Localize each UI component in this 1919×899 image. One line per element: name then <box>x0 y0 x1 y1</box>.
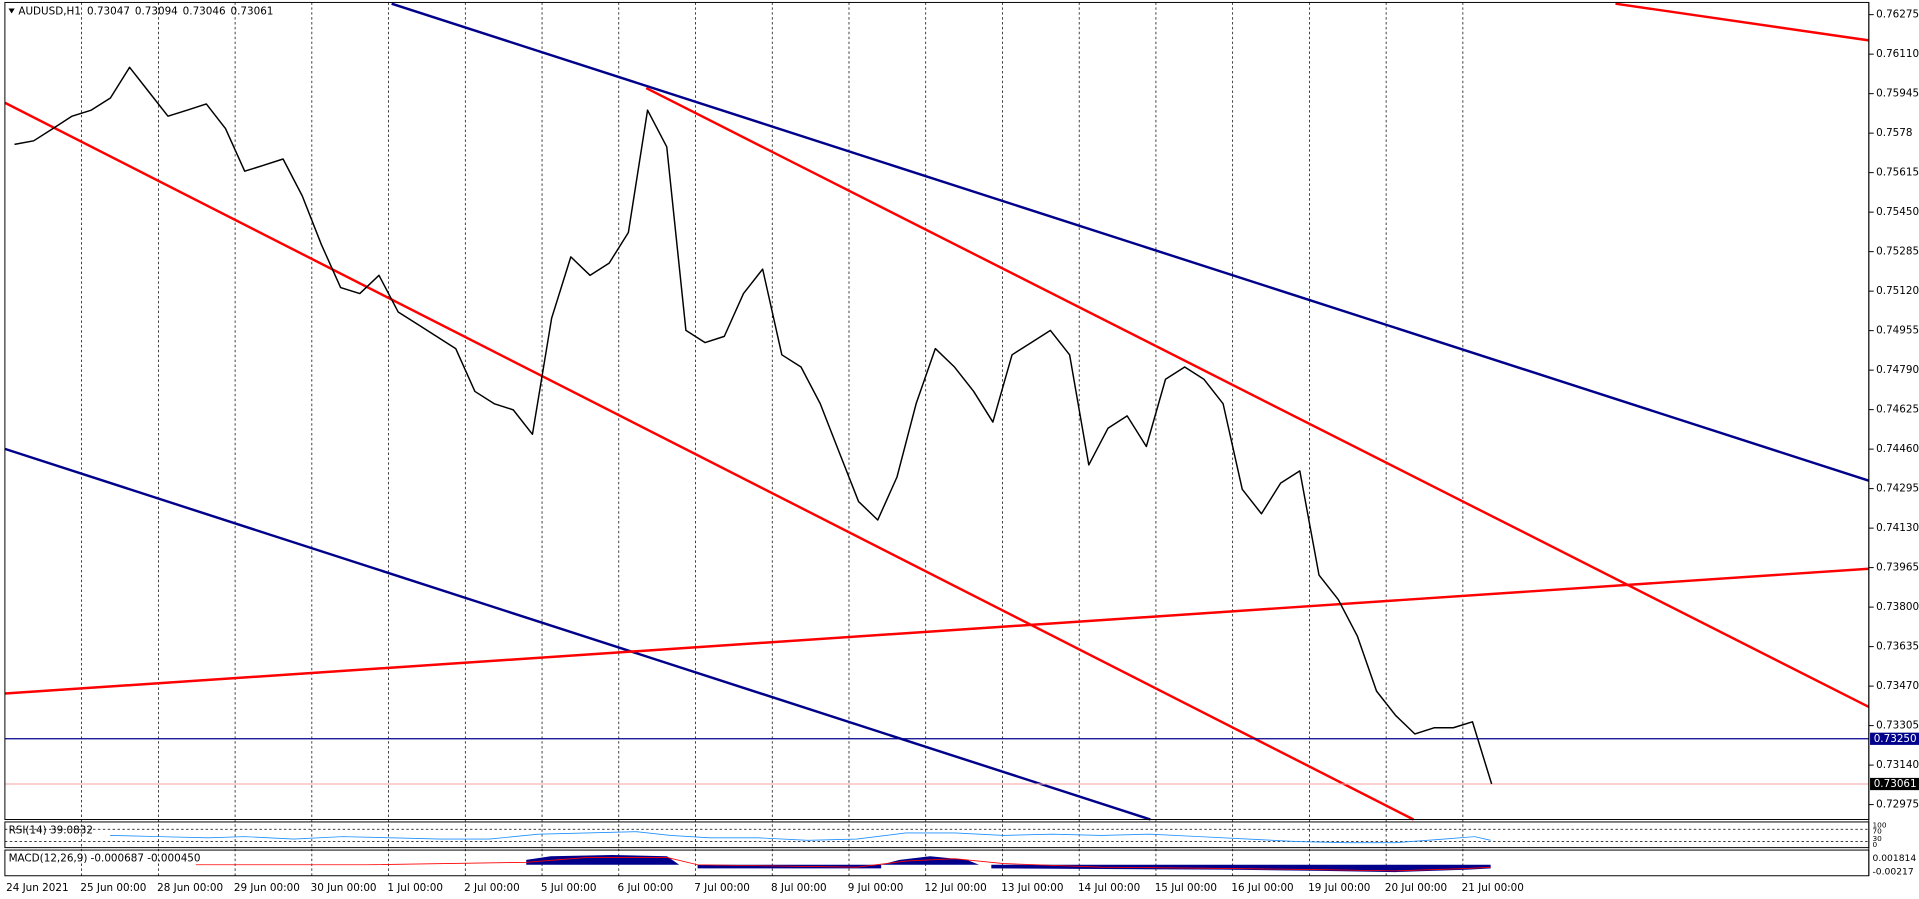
header-value: 0.73094 <box>135 6 178 18</box>
y-tick-label: 0.75945 <box>1876 88 1919 100</box>
x-tick-label: 24 Jun 2021 <box>6 882 68 894</box>
marks <box>4 66 1869 785</box>
rsi-tick: 0 <box>1872 840 1877 849</box>
x-tick-label: 29 Jun 00:00 <box>234 882 300 894</box>
y-tick-label: 0.7578 <box>1876 127 1912 139</box>
x-tick-label: 25 Jun 00:00 <box>80 882 146 894</box>
x-tick-label: 8 Jul 00:00 <box>771 882 827 894</box>
y-tick-label: 0.73965 <box>1876 562 1919 574</box>
x-tick-label: 20 Jul 00:00 <box>1385 882 1447 894</box>
rsi-line <box>110 831 1491 844</box>
y-tick-label: 0.74130 <box>1876 522 1919 534</box>
rsi-tick: 30 <box>1872 834 1882 843</box>
chart-title: AUDUSD,H1 <box>18 6 81 18</box>
y-tick-label: 0.73635 <box>1876 641 1919 653</box>
price-label-box <box>1870 732 1919 745</box>
x-tick-label: 12 Jul 00:00 <box>924 882 986 894</box>
trend-line <box>4 447 1151 821</box>
header-value: 0.73061 <box>231 6 274 18</box>
y-tick-label: 0.72975 <box>1876 799 1919 811</box>
x-tick-label: 14 Jul 00:00 <box>1078 882 1140 894</box>
y-tick-label: 0.75615 <box>1876 167 1919 179</box>
header-values: 0.73047 0.73094 0.73046 0.73061 <box>87 6 273 18</box>
y-tick-label: 0.73800 <box>1876 601 1919 613</box>
macd-label: MACD(12,26,9) -0.000687 -0.000450 <box>9 853 201 865</box>
y-tick-label: 0.76275 <box>1876 9 1919 21</box>
x-tick-label: 2 Jul 00:00 <box>464 882 520 894</box>
trend-line <box>645 86 1870 709</box>
y-tick-label: 0.74460 <box>1876 443 1919 455</box>
trend-line <box>4 101 1415 821</box>
x-tick-label: 28 Jun 00:00 <box>157 882 223 894</box>
x-tick-label: 5 Jul 00:00 <box>541 882 597 894</box>
y-tick-label: 0.75450 <box>1876 206 1919 218</box>
rsi-tick: 100 <box>1872 821 1886 830</box>
macd-tick: -0.00217 <box>1872 867 1913 878</box>
x-tick-label: 15 Jul 00:00 <box>1155 882 1217 894</box>
trend-lines <box>4 2 1870 821</box>
y-tick-label: 0.73470 <box>1876 680 1919 692</box>
x-tick-label: 1 Jul 00:00 <box>387 882 443 894</box>
rsi-label: RSI(14) 39.0832 <box>9 825 93 837</box>
price-label: 0.73061 <box>1874 778 1917 790</box>
y-tick-label: 0.75120 <box>1876 285 1919 297</box>
x-tick-label: 13 Jul 00:00 <box>1001 882 1063 894</box>
y-tick-label: 0.74295 <box>1876 483 1919 495</box>
y-tick-label: 0.75285 <box>1876 246 1919 258</box>
y-tick-label: 0.73305 <box>1876 720 1919 732</box>
price-line <box>14 66 1493 785</box>
grid <box>81 2 1874 876</box>
x-tick-label: 30 Jun 00:00 <box>311 882 377 894</box>
price-label: 0.73250 <box>1874 733 1917 745</box>
header-value: 0.73046 <box>183 6 226 18</box>
rsi-tick: 70 <box>1872 827 1882 836</box>
trend-line <box>391 2 1870 482</box>
y-tick-label: 0.74955 <box>1876 325 1919 337</box>
x-tick-label: 19 Jul 00:00 <box>1308 882 1370 894</box>
x-tick-label: 6 Jul 00:00 <box>618 882 674 894</box>
x-tick-label: 16 Jul 00:00 <box>1231 882 1293 894</box>
y-tick-label: 0.76110 <box>1876 48 1919 60</box>
menu-arrow[interactable] <box>8 8 15 14</box>
macd-signal <box>195 856 1491 872</box>
trend-line <box>4 567 1869 695</box>
x-tick-label: 7 Jul 00:00 <box>694 882 750 894</box>
y-tick-label: 0.73140 <box>1876 759 1919 771</box>
trend-line <box>1615 2 1869 42</box>
y-tick-label: 0.74790 <box>1876 364 1919 376</box>
x-tick-label: 9 Jul 00:00 <box>848 882 904 894</box>
header-value: 0.73047 <box>87 6 130 18</box>
y-tick-label: 0.74625 <box>1876 404 1919 416</box>
price-label-box <box>1870 777 1919 791</box>
x-tick-label: 21 Jul 00:00 <box>1462 882 1524 894</box>
macd-tick: 0.001814 <box>1872 853 1916 864</box>
